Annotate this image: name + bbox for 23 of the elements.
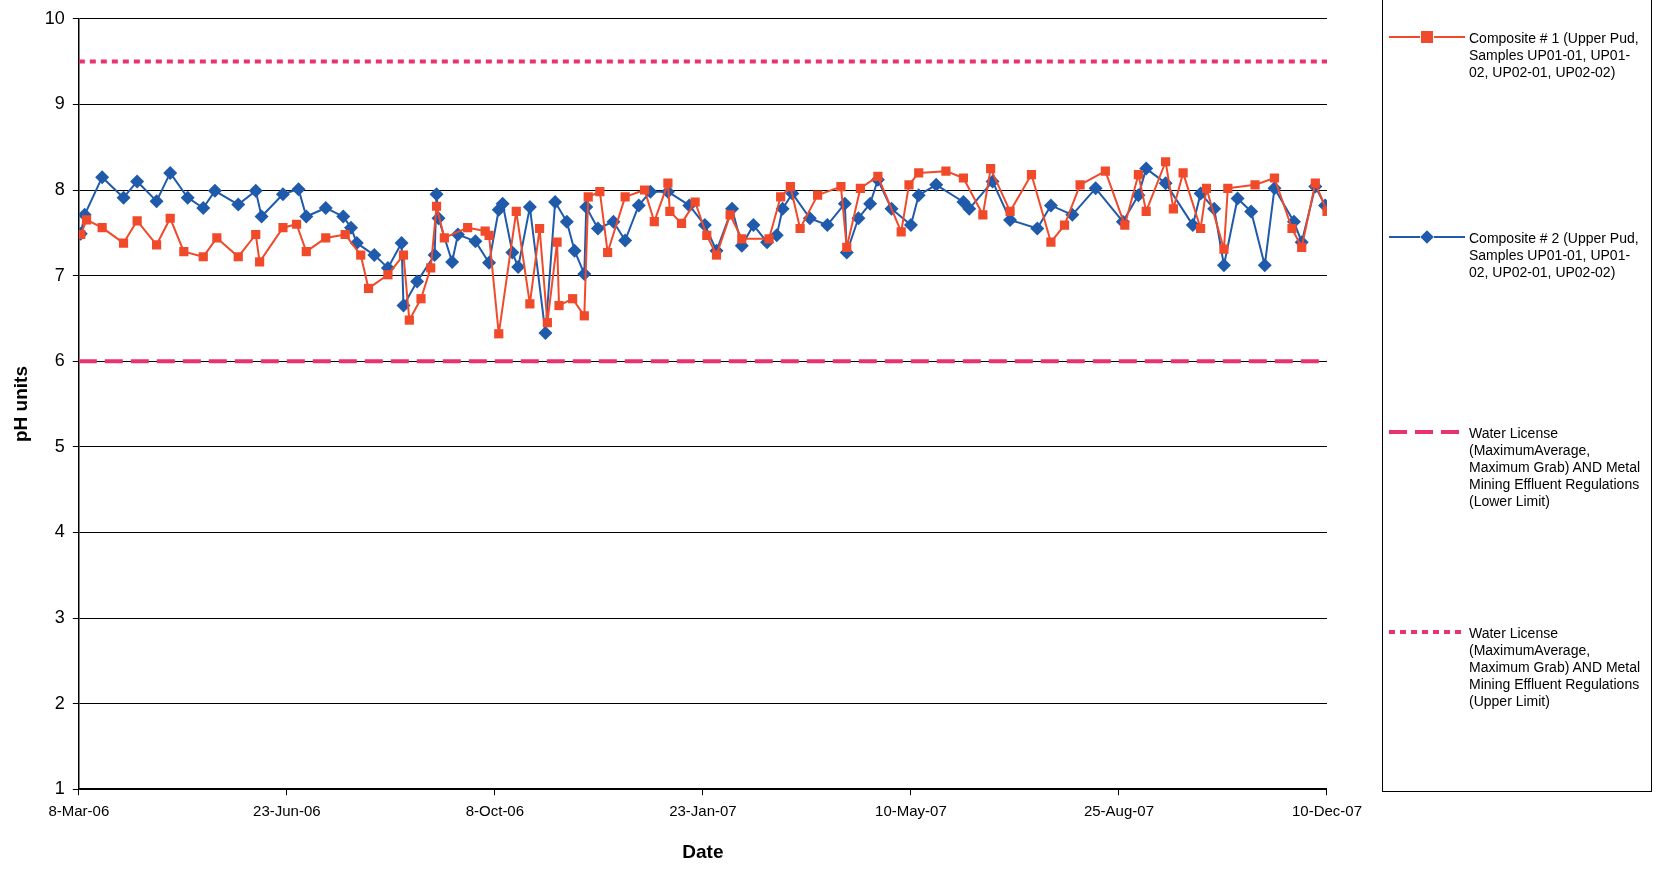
x-tick-label: 8-Oct-06 — [465, 802, 525, 820]
y-tick-label: 1 — [54, 778, 65, 799]
y-tick-label: 9 — [54, 93, 65, 114]
legend-label: Water License (MaximumAverage, Maximum Grab) AND Metal Mining Effluent Regulations (Lower Limit) — [1469, 425, 1642, 510]
x-tick-label: 10-May-07 — [875, 802, 947, 820]
y-tick-label: 8 — [54, 178, 65, 199]
legend-label: Composite # 1 (Upper Pud, Samples UP01-01, UP01-02, UP02-01, UP02-02) — [1469, 30, 1640, 81]
y-tick-label: 2 — [54, 692, 65, 713]
y-tick-label: 3 — [54, 606, 65, 627]
x-axis-title: Date — [682, 840, 724, 862]
legend-label: Composite # 2 (Upper Pud, Samples UP01-01, UP01-02, UP02-01, UP02-02) — [1469, 230, 1640, 281]
x-tick-label: 25-Aug-07 — [1083, 802, 1154, 820]
x-tick-label: 23-Jan-07 — [669, 802, 737, 820]
y-tick-label: 6 — [54, 350, 65, 371]
y-tick-label: 4 — [54, 521, 65, 542]
x-tick-label: 23-Jun-06 — [253, 802, 321, 820]
y-axis-title: pH units — [9, 366, 31, 442]
y-tick-label: 7 — [54, 264, 65, 285]
legend-label: Water License (MaximumAverage, Maximum Grab) AND Metal Mining Effluent Regulations (Upper Limit) — [1469, 625, 1642, 710]
x-tick-label: 8-Mar-06 — [48, 802, 110, 820]
y-tick-label: 5 — [54, 435, 65, 456]
y-tick-label: 10 — [44, 7, 65, 28]
x-tick-label: 10-Dec-07 — [1291, 802, 1363, 820]
